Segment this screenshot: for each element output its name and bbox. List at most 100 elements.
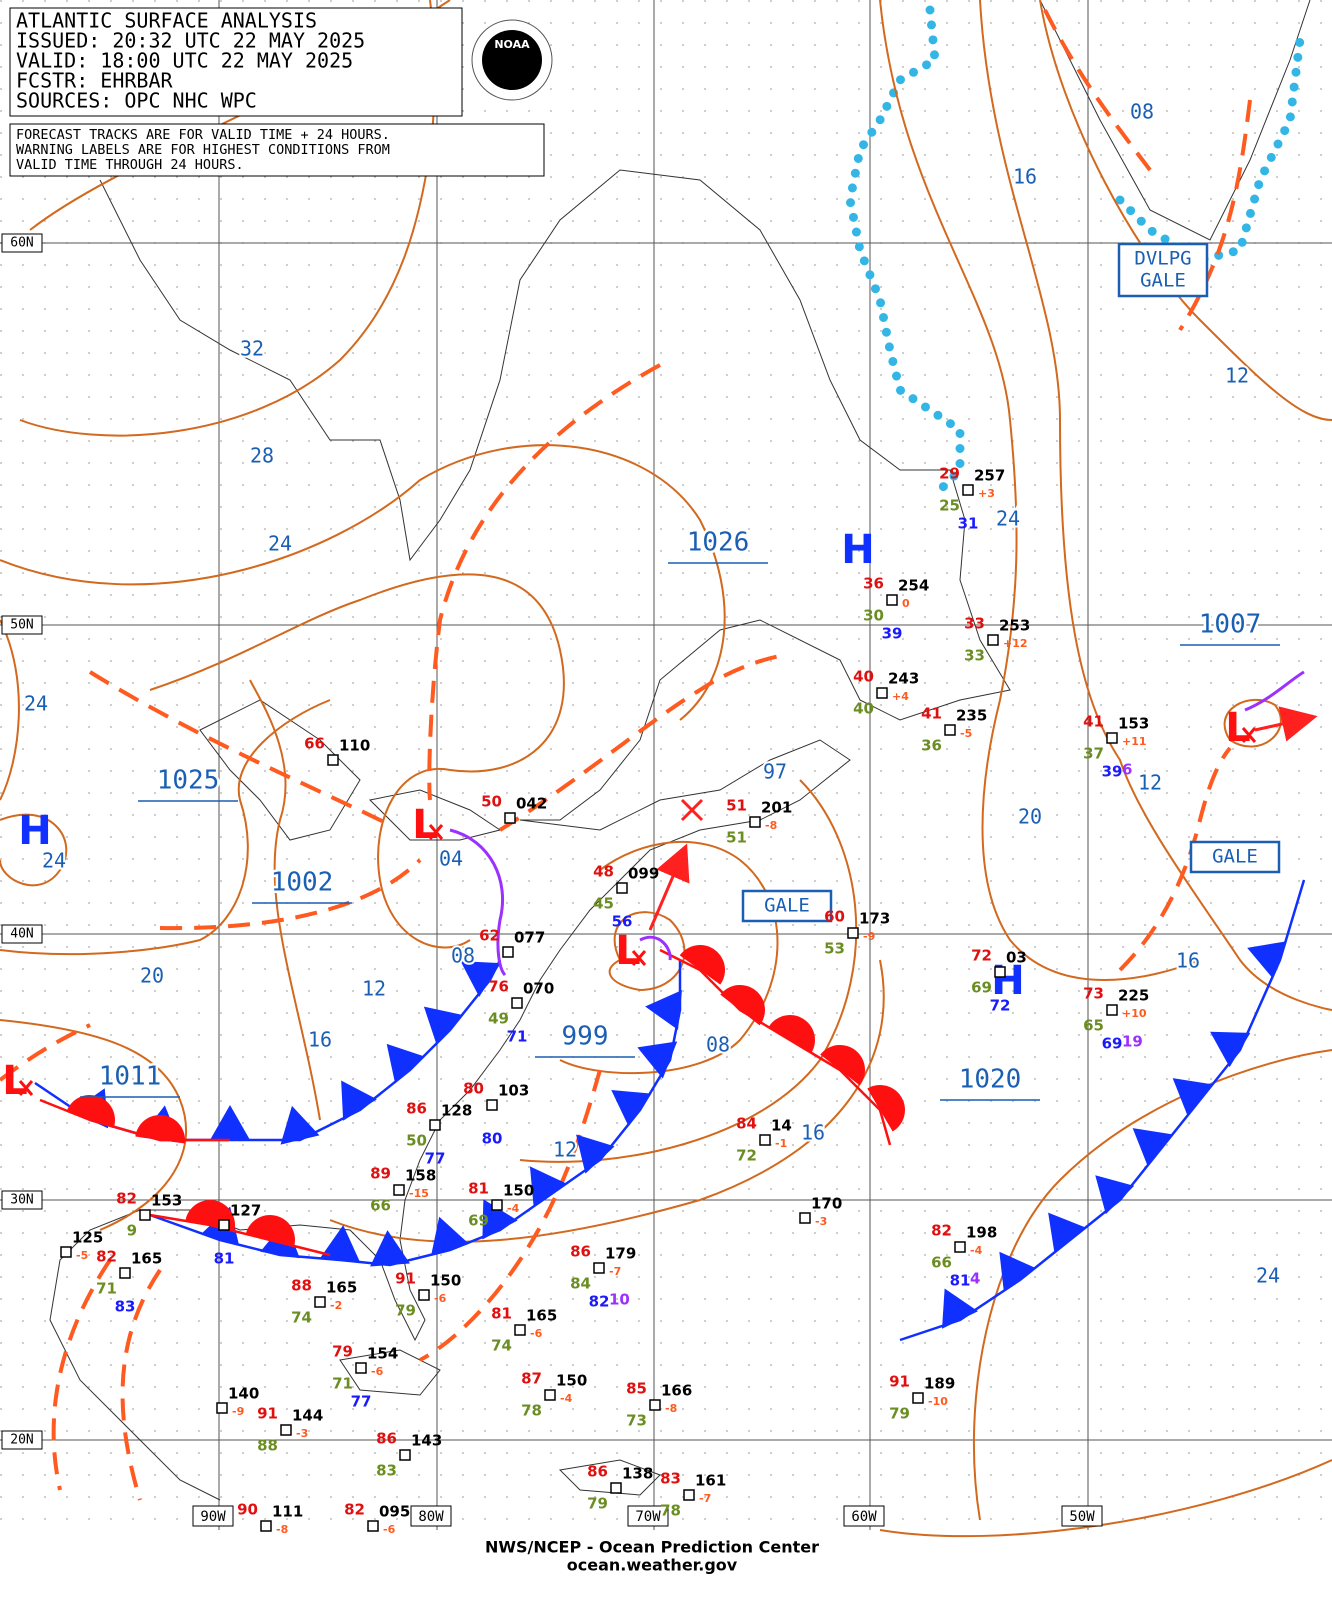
station-pressure: 198 (966, 1224, 997, 1242)
station-extra: 4 (970, 1270, 980, 1288)
isobar-label: 97 (763, 760, 787, 784)
station-temp: 76 (488, 978, 509, 996)
station-temp: 81 (491, 1305, 512, 1323)
warning-label: GALE (764, 895, 810, 917)
station-sst: 80 (482, 1130, 503, 1148)
station-tendency: -6 (530, 1327, 543, 1340)
station-pressure: 111 (272, 1503, 303, 1521)
station-dewpoint: 65 (1083, 1017, 1104, 1035)
station-marker (327, 754, 339, 766)
station-dewpoint: 84 (570, 1275, 591, 1293)
station-temp: 50 (481, 793, 502, 811)
station-sst: 31 (958, 515, 979, 533)
station-temp: 79 (332, 1343, 353, 1361)
station-marker (314, 1296, 326, 1308)
label-box (1, 1430, 43, 1450)
station-marker (504, 812, 516, 824)
isobar-label: 20 (140, 964, 164, 988)
station-temp: 84 (736, 1115, 757, 1133)
station-temp: 86 (406, 1100, 427, 1118)
station-temp: 82 (116, 1190, 137, 1208)
station-temp: 73 (1083, 985, 1104, 1003)
station-pressure: 150 (503, 1182, 534, 1200)
station-marker (593, 1262, 605, 1274)
lon-label: 50W (1069, 1509, 1095, 1525)
station-tendency: -8 (765, 819, 777, 832)
lat-label: 50N (10, 618, 33, 633)
station-dewpoint: 88 (257, 1437, 278, 1455)
pressure-center: L (1225, 705, 1251, 751)
station-temp: 29 (939, 465, 960, 483)
station-marker (683, 1489, 695, 1501)
station-dewpoint: 36 (921, 737, 942, 755)
station-tendency: -9 (863, 930, 875, 943)
isobar-label: 32 (240, 337, 264, 361)
center-cross (1241, 727, 1257, 743)
footer-line: NWS/NCEP - Ocean Prediction Center (485, 1538, 819, 1557)
station-marker (429, 1119, 441, 1131)
isobar-label: 04 (439, 847, 463, 871)
station-dewpoint: 49 (488, 1010, 509, 1028)
station-dewpoint: 40 (853, 700, 874, 718)
central-pressure: 1007 (1199, 610, 1262, 640)
station-marker (367, 1520, 379, 1532)
station-temp: 86 (570, 1243, 591, 1261)
station-temp: 86 (587, 1463, 608, 1481)
station-temp: 89 (370, 1165, 391, 1183)
isobar-label: 24 (268, 532, 292, 556)
station-temp: 80 (463, 1080, 484, 1098)
station-marker (502, 946, 514, 958)
station-pressure: 150 (430, 1272, 461, 1290)
station-tendency: -3 (815, 1215, 827, 1228)
station-marker (418, 1289, 430, 1301)
station-sst: 72 (990, 997, 1011, 1015)
station-pressure: 170 (811, 1195, 842, 1213)
isobar-label: 24 (42, 849, 66, 873)
station-pressure: 165 (526, 1307, 557, 1325)
station-pressure: 189 (924, 1375, 955, 1393)
lat-label: 40N (10, 927, 33, 942)
station-marker (987, 634, 999, 646)
warning-label: DVLPG (1134, 248, 1191, 270)
label-box (1061, 1505, 1103, 1527)
isobar-label: 24 (24, 692, 48, 716)
station-dewpoint: 71 (96, 1280, 117, 1298)
station-tendency: +11 (1122, 735, 1147, 748)
station-pressure: 254 (898, 577, 929, 595)
station-marker (139, 1209, 151, 1221)
central-pressure: 1020 (959, 1065, 1022, 1095)
station-pressure: 103 (498, 1082, 529, 1100)
ice-edge (845, 5, 1305, 495)
station-temp: 81 (468, 1180, 489, 1198)
station-extra: 10 (609, 1291, 630, 1309)
header-line: FCSTR: EHRBAR (16, 69, 173, 93)
central-pressure: 1011 (99, 1062, 162, 1092)
center-cross (18, 1080, 34, 1096)
station-marker (1106, 1004, 1118, 1016)
station-tendency: -15 (409, 1187, 429, 1200)
station-temp: 90 (237, 1501, 258, 1519)
isobar-label: 24 (1256, 1264, 1280, 1288)
station-marker (994, 966, 1006, 978)
isobar-label: 16 (1176, 949, 1200, 973)
station-dewpoint: 37 (1083, 745, 1104, 763)
station-temp: 51 (726, 797, 747, 815)
station-sst: 77 (425, 1150, 446, 1168)
station-pressure: 253 (999, 617, 1030, 635)
station-pressure: 173 (859, 910, 890, 928)
station-dewpoint: 69 (468, 1212, 489, 1230)
isobar-label: 24 (996, 507, 1020, 531)
warning-box (741, 889, 833, 923)
warning-label: GALE (1140, 270, 1186, 292)
isobar-label: 08 (1130, 100, 1154, 124)
station-temp: 41 (1083, 713, 1104, 731)
station-pressure: 225 (1118, 987, 1149, 1005)
center-cross (631, 950, 647, 966)
notice-line: WARNING LABELS ARE FOR HIGHEST CONDITION… (16, 142, 390, 158)
station-dewpoint: 51 (726, 829, 747, 847)
station-pressure: 158 (405, 1167, 436, 1185)
station-tendency: -6 (371, 1365, 384, 1378)
center-cross (428, 824, 444, 840)
station-pressure: 110 (339, 737, 370, 755)
